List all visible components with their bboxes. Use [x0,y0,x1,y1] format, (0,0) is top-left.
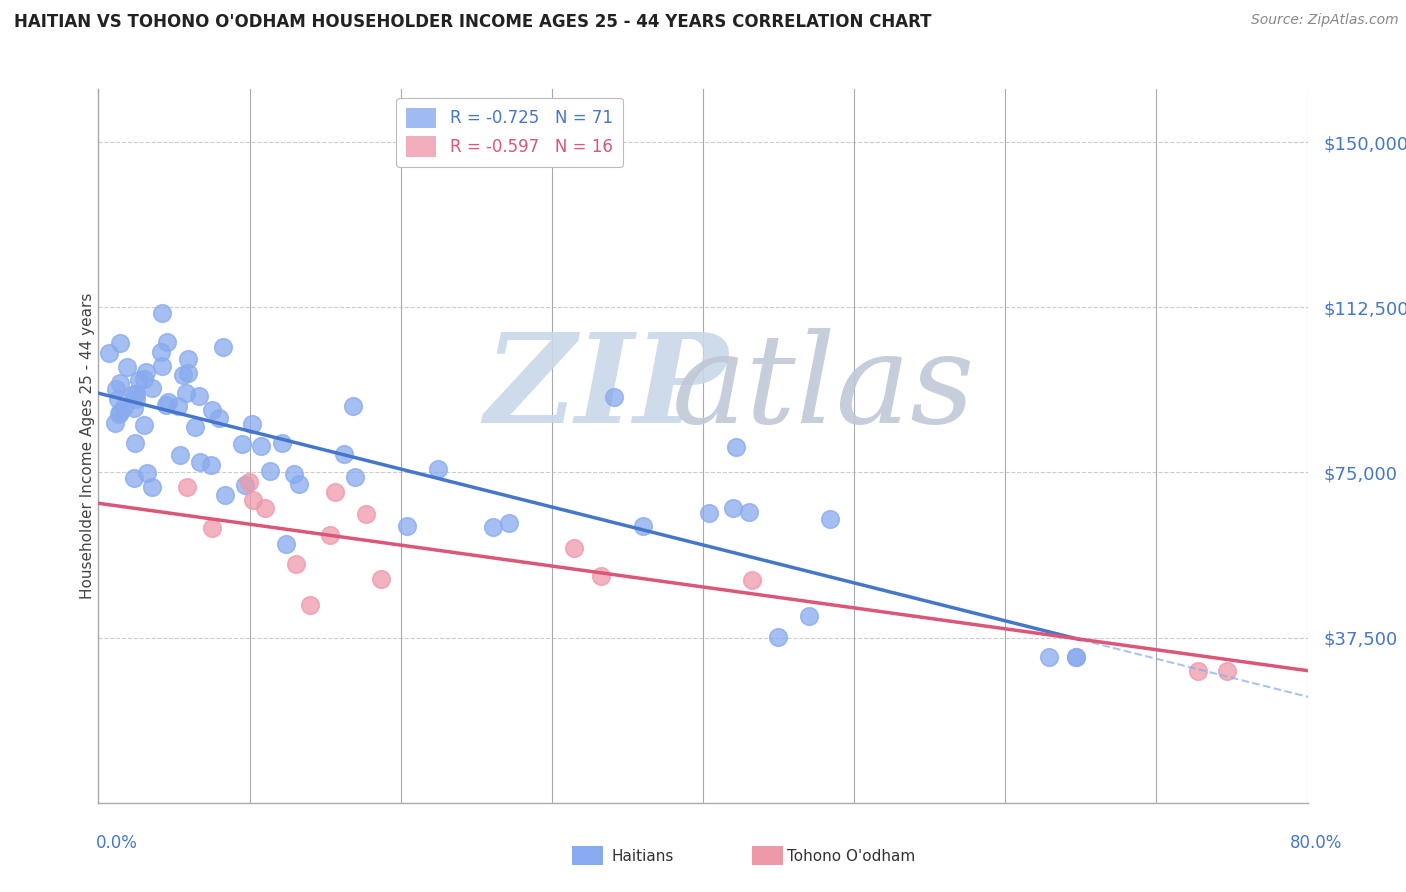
Point [201,402,224,417]
Point [396,519,419,533]
Point [190,455,212,469]
Point [98,346,121,360]
Point [298,598,321,612]
Point [697,507,720,521]
Point [603,390,626,404]
Point [212,340,235,354]
Point [242,493,264,508]
Point [135,466,157,480]
Point [231,437,253,451]
Text: 80.0%: 80.0% [1291,834,1343,852]
Point [124,436,146,450]
Point [157,395,180,409]
Point [176,480,198,494]
Point [176,386,198,401]
Point [124,386,146,401]
Legend: R = -0.725   N = 71, R = -0.597   N = 16: R = -0.725 N = 71, R = -0.597 N = 16 [396,97,623,167]
Y-axis label: Householder Income Ages 25 - 44 years: Householder Income Ages 25 - 44 years [80,293,94,599]
Point [125,392,148,406]
Point [169,448,191,462]
Point [152,359,174,374]
Point [370,572,392,586]
Point [124,401,146,415]
Point [283,467,305,481]
Point [233,477,256,491]
Point [156,335,179,350]
Point [167,399,190,413]
Point [188,389,211,403]
Point [150,345,173,359]
Text: Tohono O'odham: Tohono O'odham [787,849,915,863]
Point [356,507,378,521]
Point [427,462,450,476]
Point [723,500,745,515]
Point [325,485,347,500]
Text: ZIP: ZIP [485,328,728,450]
Point [253,501,276,516]
Point [132,372,155,386]
Point [177,366,200,380]
Text: 0.0%: 0.0% [96,834,138,852]
Point [108,407,131,421]
Point [288,477,311,491]
Point [150,306,173,320]
Point [741,573,763,587]
Point [240,417,263,431]
Point [107,392,129,407]
Point [135,365,157,379]
Point [128,373,150,387]
Point [259,464,281,478]
Point [108,404,131,418]
Point [318,528,340,542]
Point [1187,664,1209,678]
Point [184,420,207,434]
Point [482,520,505,534]
Point [155,399,177,413]
Point [498,516,520,530]
Point [201,521,224,535]
Point [342,400,364,414]
Point [208,411,231,425]
Point [110,376,132,390]
Point [112,401,135,415]
Point [797,609,820,624]
Point [104,382,127,396]
Point [200,458,222,472]
Text: HAITIAN VS TOHONO O'ODHAM HOUSEHOLDER INCOME AGES 25 - 44 YEARS CORRELATION CHAR: HAITIAN VS TOHONO O'ODHAM HOUSEHOLDER IN… [14,13,932,31]
Point [737,505,759,519]
Point [631,519,654,533]
Point [141,381,163,395]
Point [284,557,307,571]
Text: atlas: atlas [672,328,976,450]
Point [343,470,366,484]
Point [238,475,260,489]
Point [271,436,294,450]
Point [132,418,155,433]
Point [274,537,297,551]
Point [172,368,194,383]
Point [141,480,163,494]
Point [1066,649,1088,664]
Point [818,512,841,526]
Point [1066,650,1088,665]
Point [591,569,613,583]
Point [249,439,271,453]
Point [122,471,145,485]
Point [1216,664,1239,678]
Point [104,416,127,430]
Point [177,352,200,367]
Text: Haitians: Haitians [612,849,673,863]
Point [125,387,148,401]
Point [1038,650,1060,665]
Point [214,488,236,502]
Point [725,440,748,454]
Point [115,360,138,375]
Point [766,630,789,644]
Point [108,336,131,351]
Point [562,541,585,555]
Text: Source: ZipAtlas.com: Source: ZipAtlas.com [1251,13,1399,28]
Point [333,447,356,461]
